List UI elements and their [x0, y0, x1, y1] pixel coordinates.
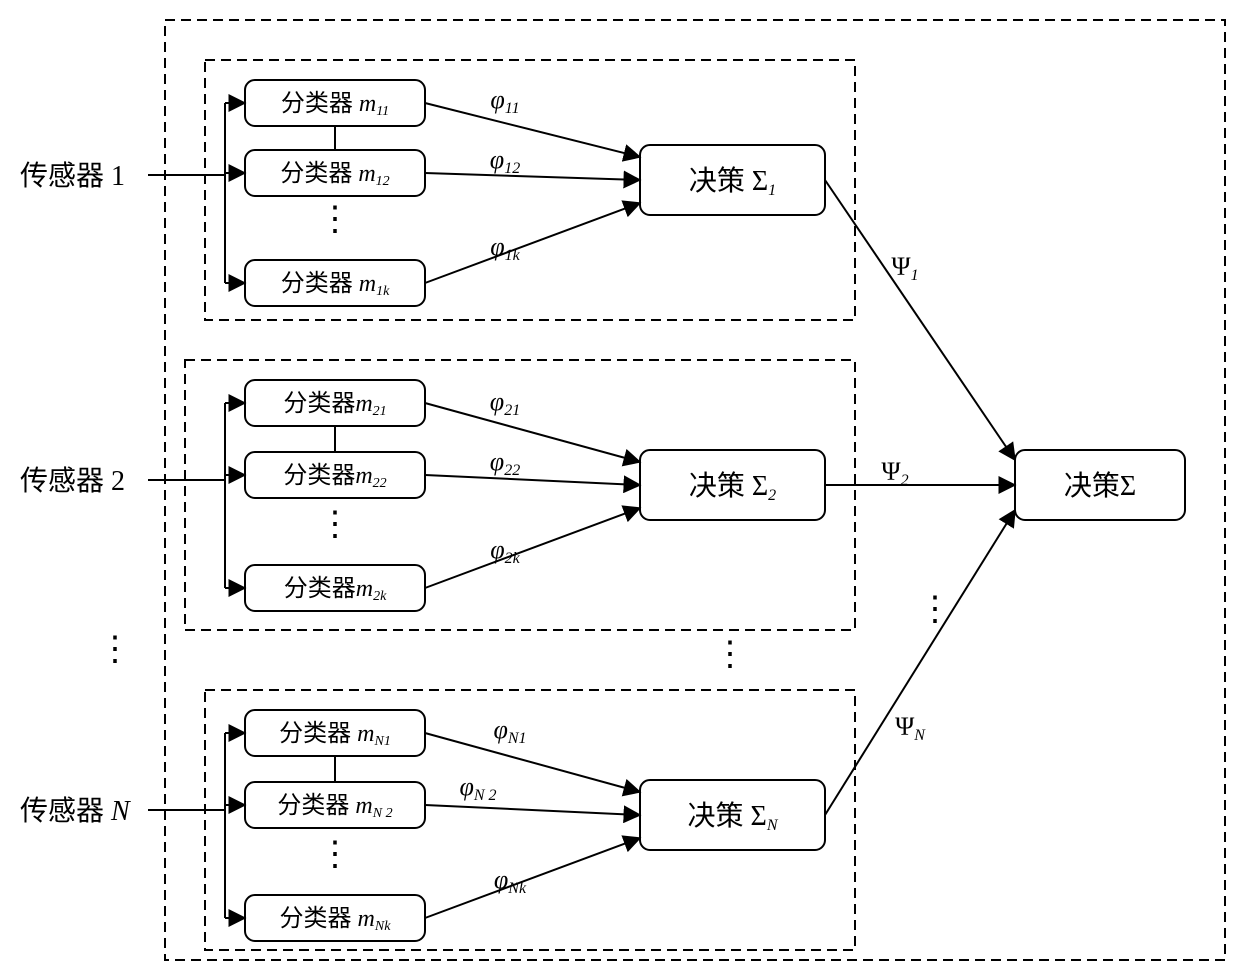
group-N-psi: ΨN — [895, 712, 926, 744]
cNk-label: 分类器 mNk — [280, 905, 392, 934]
c11-label: 分类器 m11 — [281, 90, 389, 119]
cN1-label: 分类器 mN1 — [279, 720, 391, 749]
c2k-label: 分类器m2k — [284, 575, 387, 604]
vdots-mid-0: ⋮ — [98, 631, 132, 668]
c21-out-edge — [425, 403, 640, 462]
sensor-2-label: 传感器 2 — [20, 465, 125, 497]
d2-label: 决策 Σ2 — [689, 470, 776, 504]
group-2-psi: Ψ2 — [881, 457, 908, 489]
diagram-canvas: 决策Σ ⋮ ⋮ ⋮ 传感器 1 传感器 2 传感器 N 分类器 m11 分类器 m12 分类器 m… — [0, 0, 1240, 974]
group-1-phi-0: φ11 — [490, 85, 519, 117]
c22-label: 分类器m22 — [283, 462, 386, 491]
c21-label: 分类器m21 — [283, 390, 386, 419]
group-2-phi-1: φ22 — [490, 447, 520, 479]
group-N-vdots: ⋮ — [318, 836, 352, 873]
c12-label: 分类器 m12 — [280, 160, 389, 189]
final-decision-label: 决策Σ — [1064, 470, 1136, 502]
sensor-N-label: 传感器 N — [20, 795, 131, 827]
c2k-out-edge — [425, 508, 640, 588]
group-N-to-final — [825, 510, 1015, 815]
group-2-phi-2: φ2k — [490, 535, 520, 567]
group-2-vdots: ⋮ — [318, 506, 352, 543]
group-2-phi-0: φ21 — [490, 387, 520, 419]
c22-out-edge — [425, 475, 640, 485]
c12-out-edge — [425, 173, 640, 180]
c1k-out-edge — [425, 203, 640, 283]
c1k-label: 分类器 m1k — [281, 270, 390, 299]
group-1-to-final — [825, 180, 1015, 460]
group-1-vdots: ⋮ — [318, 201, 352, 238]
vdots-mid-1: ⋮ — [713, 636, 747, 673]
cNk-out-edge — [425, 838, 640, 918]
group-1-psi: Ψ1 — [891, 252, 918, 284]
group-N-phi-2: φNk — [494, 865, 527, 897]
d1-label: 决策 Σ1 — [689, 165, 776, 199]
cN2-out-edge — [425, 805, 640, 815]
vdots-mid-2: ⋮ — [918, 591, 952, 628]
cN1-out-edge — [425, 733, 640, 792]
group-1-phi-2: φ1k — [490, 232, 520, 264]
dN-label: 决策 ΣN — [688, 800, 779, 834]
group-N-phi-1: φN 2 — [459, 772, 496, 804]
sensor-1-label: 传感器 1 — [20, 160, 125, 192]
group-1-phi-1: φ12 — [490, 145, 520, 177]
group-N-phi-0: φN1 — [493, 715, 526, 747]
c11-out-edge — [425, 103, 640, 157]
